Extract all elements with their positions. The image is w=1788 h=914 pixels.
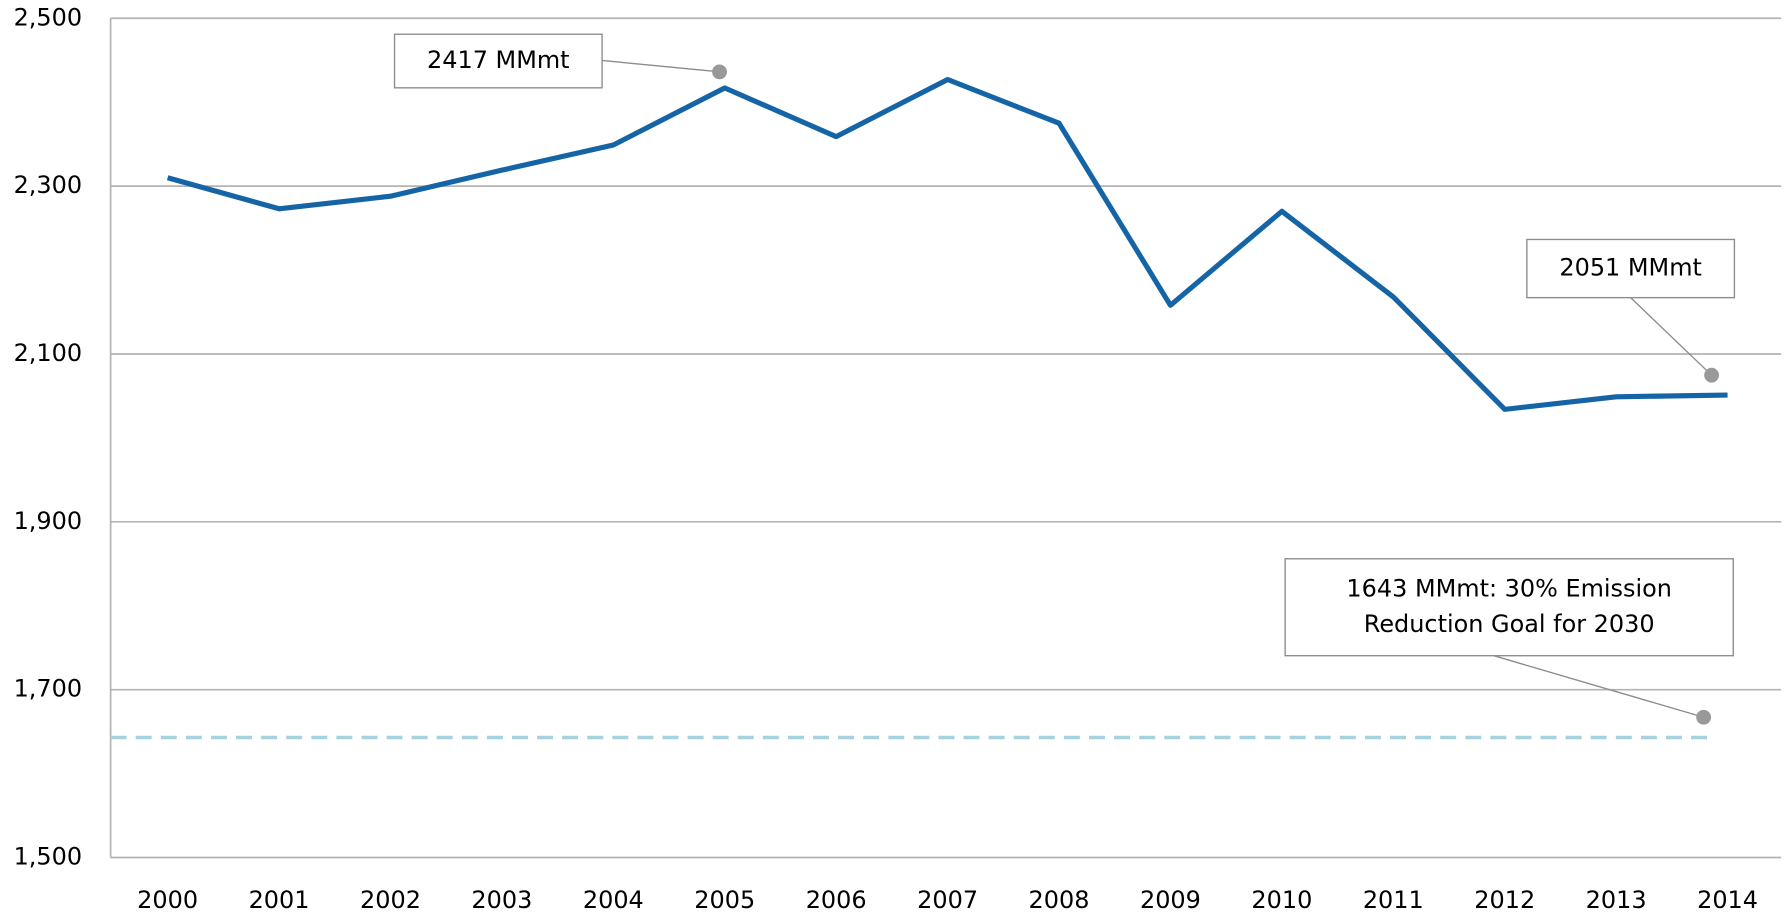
annotation-box xyxy=(1526,238,1736,299)
annotation-box xyxy=(393,33,603,89)
y-tick-label: 2,100 xyxy=(14,339,83,367)
x-tick-label: 2002 xyxy=(360,886,421,914)
x-tick-label: 2004 xyxy=(583,886,644,914)
y-tick-label: 2,500 xyxy=(14,3,83,31)
annotation-dot xyxy=(712,64,727,80)
x-tick-label: 2012 xyxy=(1474,886,1535,914)
annotation-text: 2051 MMmt xyxy=(1559,254,1702,282)
x-tick-label: 2001 xyxy=(249,886,310,914)
x-tick-label: 2005 xyxy=(694,886,755,914)
data-line xyxy=(166,76,1728,412)
y-tick-label: 1,500 xyxy=(14,843,83,871)
x-tick-label: 2008 xyxy=(1029,886,1090,914)
annotation-connector xyxy=(1630,297,1713,376)
x-tick-label: 2013 xyxy=(1586,886,1647,914)
x-tick-label: 2003 xyxy=(471,886,532,914)
x-tick-label: 2006 xyxy=(806,886,867,914)
y-tick-label: 1,900 xyxy=(14,507,83,535)
annotation-text: 1643 MMmt: 30% Emission xyxy=(1346,575,1672,603)
x-tick-label: 2011 xyxy=(1363,886,1424,914)
annotation-connector xyxy=(1493,655,1704,718)
x-tick-label: 2014 xyxy=(1697,886,1758,914)
x-tick-label: 2010 xyxy=(1251,886,1312,914)
annotation-dot xyxy=(1696,709,1712,725)
annotation-box xyxy=(1284,558,1734,657)
x-tick-label: 2009 xyxy=(1140,886,1201,914)
x-tick-label: 2000 xyxy=(137,886,198,914)
y-tick-label: 1,700 xyxy=(14,675,83,703)
annotation-text: Reduction Goal for 2030 xyxy=(1364,610,1655,638)
annotation-text: 2417 MMmt xyxy=(427,46,570,74)
annotation-dot xyxy=(1704,367,1720,383)
x-tick-label: 2007 xyxy=(917,886,978,914)
y-tick-label: 2,300 xyxy=(14,171,83,199)
annotation-connector xyxy=(602,59,720,73)
